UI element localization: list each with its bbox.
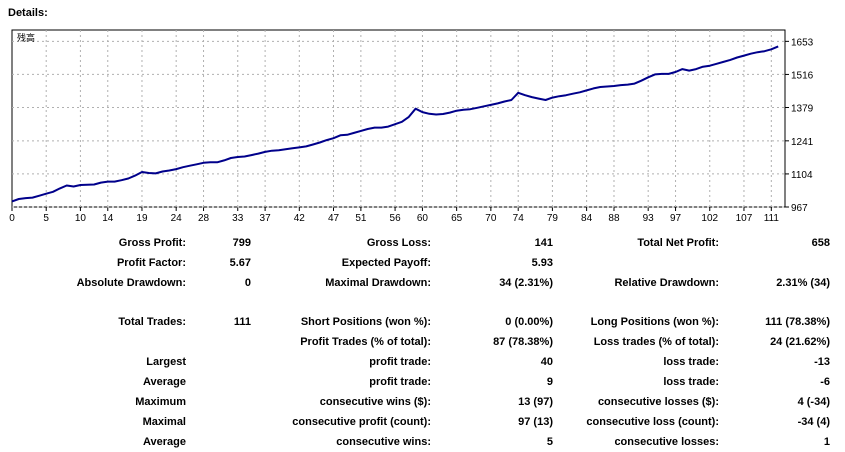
x-tick-label: 102 bbox=[701, 213, 718, 224]
stat-label: consecutive losses: bbox=[614, 436, 719, 448]
stat-value: 5.67 bbox=[229, 257, 251, 269]
x-tick-label: 79 bbox=[547, 213, 559, 224]
stat-value: -6 bbox=[820, 376, 830, 388]
plot-frame bbox=[11, 29, 786, 208]
x-tick-label: 111 bbox=[764, 213, 780, 224]
x-tick-label: 51 bbox=[355, 213, 367, 224]
y-tick-label: 1379 bbox=[791, 104, 814, 115]
stat-label: consecutive losses ($): bbox=[597, 396, 719, 408]
stat-label: Gross Loss: bbox=[366, 237, 431, 249]
stat-value: 111 bbox=[233, 316, 251, 328]
stat-value: 87 (78.38%) bbox=[493, 336, 553, 348]
x-tick-label: 33 bbox=[232, 213, 244, 224]
stat-value: 13 (97) bbox=[518, 396, 553, 408]
balance-series-line bbox=[11, 45, 779, 203]
x-tick-label: 24 bbox=[171, 213, 183, 224]
stat-value: 34 (2.31%) bbox=[499, 277, 553, 289]
stat-value: 5.93 bbox=[531, 257, 553, 269]
stat-label: profit trade: bbox=[369, 356, 431, 368]
stat-label: Gross Profit: bbox=[118, 237, 186, 249]
stat-label: Average bbox=[142, 436, 186, 448]
x-tick-label: 84 bbox=[581, 213, 593, 224]
x-tick-label: 56 bbox=[390, 213, 402, 224]
stat-label: Long Positions (won %): bbox=[590, 316, 719, 328]
balance-chart: 0 5 10 14 19 24 28 33 37 42 47 51 56 60 65 70 74 79 84 88 93… bbox=[9, 29, 814, 224]
corner-label: 残高 bbox=[17, 32, 35, 44]
x-tick-label: 74 bbox=[513, 213, 525, 224]
stat-value: 97 (13) bbox=[518, 416, 553, 428]
y-tick-label: 1516 bbox=[791, 70, 814, 81]
stat-label: Loss trades (% of total): bbox=[593, 336, 719, 348]
stat-value: 2.31% (34) bbox=[776, 277, 830, 289]
stat-label: Maximal bbox=[142, 416, 186, 428]
x-tick-label: 10 bbox=[75, 213, 87, 224]
y-tick-label: 1241 bbox=[791, 137, 814, 148]
stat-label: consecutive wins ($): bbox=[319, 396, 431, 408]
x-tick-label: 70 bbox=[485, 213, 497, 224]
stat-value: 111 (78.38%) bbox=[765, 316, 830, 328]
stat-value: 5 bbox=[546, 436, 553, 448]
stat-label: Total Net Profit: bbox=[637, 237, 719, 249]
stat-label: Profit Trades (% of total): bbox=[300, 336, 431, 348]
stat-label: Expected Payoff: bbox=[341, 257, 431, 269]
stat-label: profit trade: bbox=[369, 376, 431, 388]
stat-value: 40 bbox=[540, 356, 553, 368]
x-tick-label: 107 bbox=[736, 213, 753, 224]
stat-value: 4 (-34) bbox=[797, 396, 830, 408]
stat-label: consecutive loss (count): bbox=[586, 416, 719, 428]
stat-value: 1 bbox=[823, 436, 830, 448]
y-tick-label: 1104 bbox=[791, 170, 813, 181]
stat-value: 141 bbox=[534, 237, 553, 249]
stat-label: Profit Factor: bbox=[116, 257, 186, 269]
x-tick-label: 37 bbox=[260, 213, 272, 224]
stat-value: 0 bbox=[244, 277, 251, 289]
x-tick-label: 60 bbox=[417, 213, 429, 224]
stat-value: -34 (4) bbox=[797, 416, 830, 428]
stat-label: consecutive wins: bbox=[336, 436, 431, 448]
x-tick-label: 97 bbox=[670, 213, 682, 224]
stat-value: 9 bbox=[546, 376, 553, 388]
x-tick-label: 28 bbox=[198, 213, 210, 224]
stat-label: loss trade: bbox=[663, 376, 719, 388]
stat-value: -13 bbox=[814, 356, 830, 368]
x-tick-label: 93 bbox=[643, 213, 655, 224]
stat-label: consecutive profit (count): bbox=[292, 416, 431, 428]
y-tick-label: 967 bbox=[791, 203, 808, 214]
stat-value: 0 (0.00%) bbox=[505, 316, 553, 328]
x-tick-label: 14 bbox=[102, 213, 114, 224]
x-tick-label: 42 bbox=[294, 213, 306, 224]
x-tick-label: 19 bbox=[136, 213, 148, 224]
stat-label: Total Trades: bbox=[118, 316, 186, 328]
x-tick-label: 0 bbox=[9, 213, 15, 224]
stat-label: Average bbox=[142, 376, 186, 388]
stat-label: loss trade: bbox=[663, 356, 719, 368]
x-tick-label: 65 bbox=[451, 213, 463, 224]
x-tick-label: 5 bbox=[43, 213, 49, 224]
stat-value: 24 (21.62%) bbox=[770, 336, 830, 348]
y-tick-label: 1653 bbox=[791, 37, 814, 48]
stat-label: Absolute Drawdown: bbox=[76, 277, 186, 289]
details-title: Details: bbox=[8, 7, 48, 19]
stat-label: Maximum bbox=[135, 396, 186, 408]
stat-value: 799 bbox=[232, 237, 251, 249]
stat-value: 658 bbox=[811, 237, 830, 249]
stat-label: Largest bbox=[146, 356, 186, 368]
x-tick-label: 88 bbox=[608, 213, 620, 224]
x-tick-label: 47 bbox=[328, 213, 340, 224]
stat-label: Maximal Drawdown: bbox=[325, 277, 431, 289]
stat-label: Relative Drawdown: bbox=[614, 277, 719, 289]
stat-label: Short Positions (won %): bbox=[300, 316, 431, 328]
